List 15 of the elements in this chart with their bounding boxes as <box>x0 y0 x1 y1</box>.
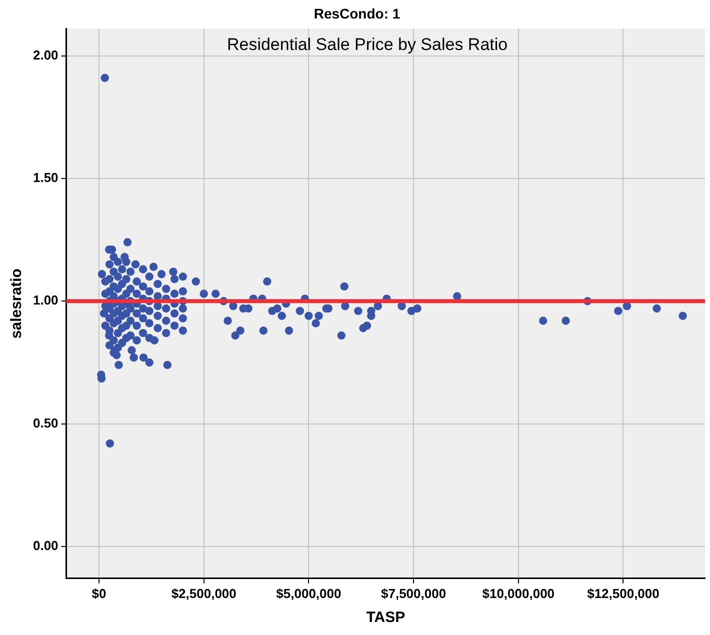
x-axis-title: TASP <box>366 609 406 626</box>
y-tick-label: 0.00 <box>32 538 58 554</box>
y-tick-label: 0.50 <box>32 415 58 430</box>
y-tick-label: 1.50 <box>32 170 58 186</box>
x-tick-label: $5,000,000 <box>276 586 342 601</box>
x-tick-label: $7,500,000 <box>381 586 446 601</box>
y-axis-title: salesratio <box>8 268 26 339</box>
chart-title: Residential Sale Price by Sales Ratio <box>226 34 508 54</box>
y-tick-label: 1.00 <box>32 292 58 308</box>
x-tick-label: $0 <box>92 586 106 601</box>
x-tick-label: $10,000,000 <box>482 586 555 601</box>
y-tick-label: 2.00 <box>32 47 58 62</box>
x-tick-label: $12,500,000 <box>587 586 660 601</box>
x-tick-label: $2,500,000 <box>171 586 236 601</box>
chart-subtitle: ResCondo: 1 <box>314 5 400 22</box>
